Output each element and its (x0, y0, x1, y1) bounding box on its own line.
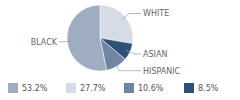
leader-line (59, 40, 71, 42)
pie-slice (100, 5, 133, 44)
leader-line (115, 63, 141, 71)
legend-swatch (184, 83, 194, 93)
slice-label: ASIAN (143, 50, 167, 59)
slice-labels: WHITE ASIAN HISPANIC BLACK (31, 9, 181, 75)
legend-swatch (8, 83, 18, 93)
chart: WHITE ASIAN HISPANIC BLACK 53.2% 27.7% 10.6% 8.… (0, 0, 240, 100)
pie-slice (67, 5, 107, 71)
legend-item: 53.2% (8, 83, 48, 93)
slice-label: HISPANIC (143, 67, 181, 76)
legend-item: 8.5% (184, 83, 219, 93)
legend-label: 10.6% (138, 84, 164, 93)
leader-line (122, 14, 141, 20)
legend: 53.2% 27.7% 10.6% 8.5% (8, 83, 219, 93)
slice-label: BLACK (31, 38, 58, 47)
pie (67, 5, 133, 71)
legend-label: 53.2% (22, 84, 48, 93)
legend-label: 8.5% (198, 84, 219, 93)
leader-line (126, 50, 141, 54)
legend-swatch (124, 83, 134, 93)
legend-swatch (66, 83, 76, 93)
legend-label: 27.7% (80, 84, 106, 93)
legend-item: 10.6% (124, 83, 164, 93)
slice-label: WHITE (143, 9, 169, 18)
legend-item: 27.7% (66, 83, 106, 93)
